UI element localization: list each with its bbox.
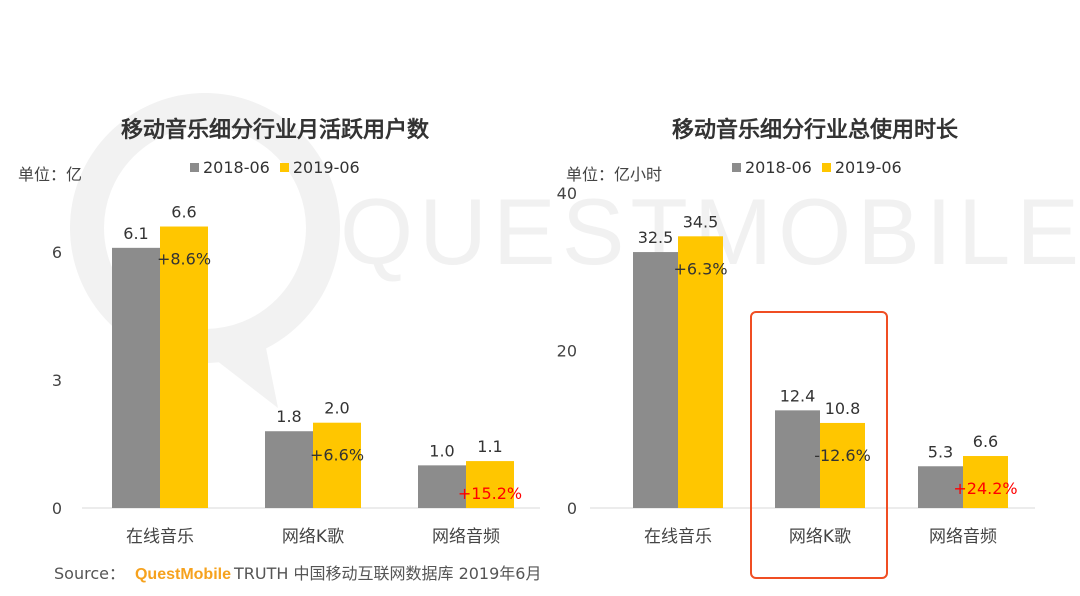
chart2-value-label-2018: 5.3	[928, 442, 953, 461]
questmobile-brand: QuestMobile	[134, 566, 231, 583]
chart1-legend: 2018-06 2019-06	[190, 158, 370, 177]
chart2-legend: 2018-06 2019-06	[732, 158, 912, 177]
chart1-growth-label: +6.6%	[310, 446, 364, 465]
chart2-category-label: 网络音频	[929, 527, 997, 547]
chart1-growth-label: +15.2%	[458, 484, 522, 503]
chart1-bar-2018	[265, 431, 313, 508]
chart2-legend-2018: 2018-06	[732, 158, 812, 177]
chart2-title: 移动音乐细分行业总使用时长	[671, 118, 958, 143]
chart2-bar-2018	[633, 252, 678, 508]
source-text: TRUTH 中国移动互联网数据库 2019年6月	[233, 564, 542, 583]
chart2-growth-label: +6.3%	[673, 259, 727, 278]
chart1-value-label-2019: 2.0	[324, 399, 349, 418]
chart1-title: 移动音乐细分行业月活跃用户数	[120, 118, 429, 143]
chart1-unit-label: 单位：亿	[18, 165, 83, 184]
chart2-category-label: 网络K歌	[789, 527, 851, 547]
chart1-legend-2019: 2019-06	[279, 158, 360, 177]
source-line: Source： QuestMobile TRUTH 中国移动互联网数据库 2019年…	[54, 560, 541, 584]
chart1-growth-label: +8.6%	[157, 250, 211, 269]
chart1-category-label: 网络K歌	[282, 527, 344, 547]
chart2-growth-label: +24.2%	[953, 479, 1017, 498]
chart2-value-label-2019: 10.8	[825, 399, 861, 418]
chart2-unit-label: 单位：亿小时	[566, 165, 663, 184]
chart2-bar-2018	[775, 410, 820, 508]
chart1-ytick-label: 3	[52, 371, 62, 390]
chart2-value-label-2018: 12.4	[780, 386, 816, 405]
source-label: Source：	[54, 564, 125, 583]
chart2-bar-2019	[963, 456, 1008, 508]
chart2-bar-2019	[678, 236, 723, 508]
chart1-value-label-2018: 1.0	[429, 441, 454, 460]
chart2-growth-label: -12.6%	[814, 446, 871, 465]
chart1-value-label-2019: 1.1	[477, 437, 502, 456]
chart1-bar-2019	[466, 461, 514, 508]
chart1-bar-2018	[418, 465, 466, 508]
chart2-ytick-label: 40	[557, 184, 577, 203]
chart1-value-label-2018: 6.1	[123, 224, 148, 243]
chart2-ytick-label: 20	[557, 342, 577, 361]
highlight-box	[750, 311, 888, 579]
chart1-value-label-2018: 1.8	[276, 407, 301, 426]
chart2-category-label: 在线音乐	[644, 527, 712, 547]
chart2-ytick-label: 0	[567, 499, 577, 518]
chart2-legend-2019: 2019-06	[821, 158, 902, 177]
chart1-category-label: 网络音频	[432, 527, 500, 547]
chart1-ytick-label: 0	[52, 499, 62, 518]
chart1-bar-2019	[160, 226, 208, 508]
chart2-value-label-2019: 34.5	[683, 212, 719, 231]
chart1-bar-2018	[112, 247, 160, 508]
chart2-value-label-2019: 6.6	[973, 432, 998, 451]
chart2-bar-2018	[918, 466, 963, 508]
chart2-value-label-2018: 32.5	[638, 228, 674, 247]
chart2-bar-2019	[820, 422, 865, 508]
chart1-ytick-label: 6	[52, 243, 62, 262]
chart1-bar-2019	[313, 422, 361, 508]
chart1-category-label: 在线音乐	[126, 527, 194, 547]
chart1-legend-2018: 2018-06	[190, 158, 270, 177]
chart1-value-label-2019: 6.6	[171, 203, 196, 222]
